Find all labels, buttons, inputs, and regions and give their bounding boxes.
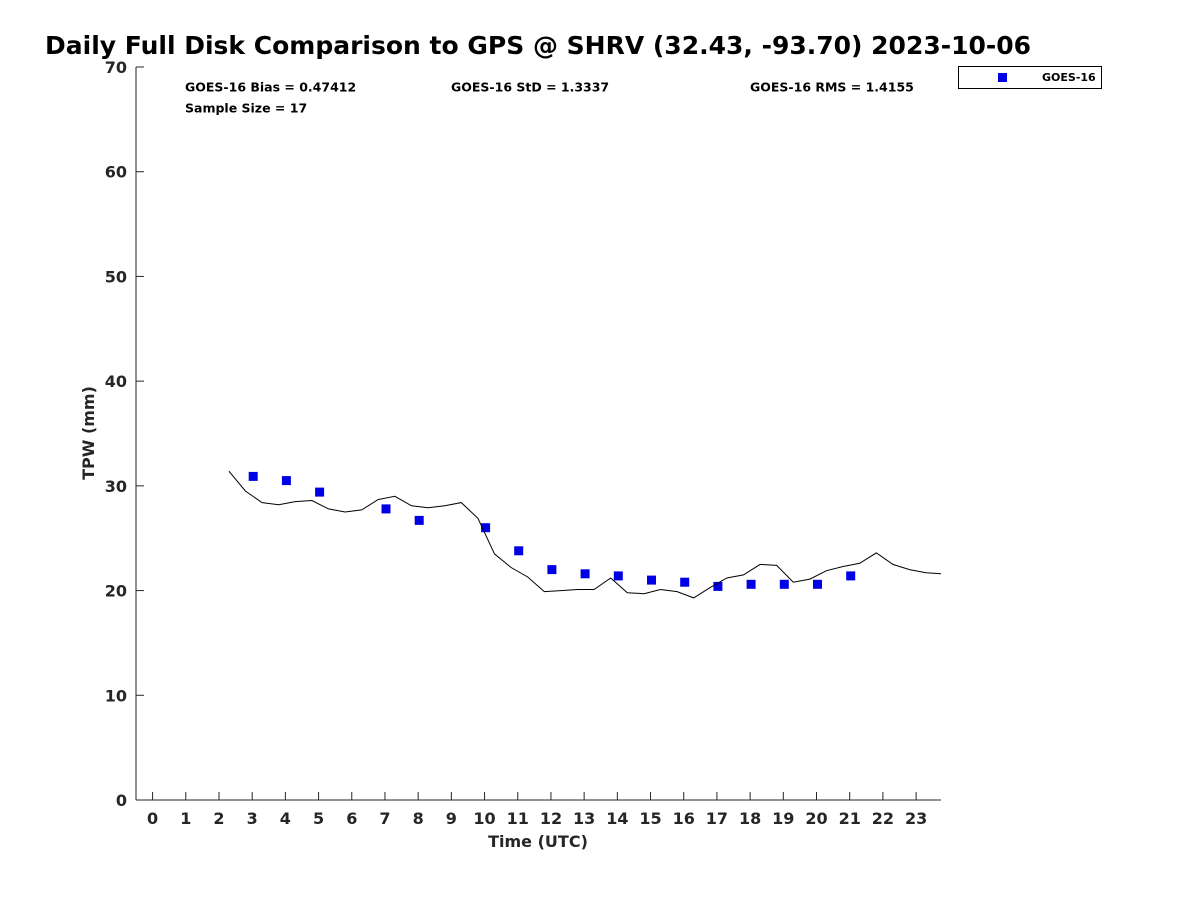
x-tick-label-13: 13	[573, 809, 595, 828]
x-axis-label: Time (UTC)	[488, 832, 588, 851]
y-axis-label: TPW (mm)	[79, 386, 98, 480]
x-tick-label-5: 5	[313, 809, 324, 828]
y-tick-label-40: 40	[105, 372, 127, 391]
legend-label-goes-16: GOES-16	[1042, 71, 1096, 84]
goes16-point-5	[481, 523, 491, 533]
chart-title: Daily Full Disk Comparison to GPS @ SHRV…	[45, 31, 1031, 60]
goes16-point-8	[580, 569, 590, 579]
x-tick-label-18: 18	[739, 809, 761, 828]
x-tick-label-4: 4	[280, 809, 291, 828]
legend-box	[958, 66, 1102, 89]
legend-marker-goes-16	[998, 73, 1007, 82]
y-tick-label-50: 50	[105, 267, 127, 286]
goes16-point-15	[813, 579, 822, 589]
goes16-point-11	[680, 577, 690, 587]
x-tick-label-12: 12	[540, 809, 562, 828]
goes16-point-3	[381, 504, 391, 514]
y-tick-label-10: 10	[105, 686, 127, 705]
x-tick-label-1: 1	[180, 809, 191, 828]
x-tick-label-17: 17	[706, 809, 728, 828]
x-tick-label-16: 16	[673, 809, 695, 828]
x-tick-label-15: 15	[639, 809, 661, 828]
goes16-point-7	[547, 565, 557, 575]
goes16-point-12	[713, 581, 723, 591]
x-tick-label-11: 11	[507, 809, 529, 828]
x-tick-label-0: 0	[147, 809, 158, 828]
x-tick-label-10: 10	[473, 809, 495, 828]
goes16-point-13	[746, 579, 756, 589]
x-tick-label-22: 22	[872, 809, 894, 828]
y-tick-label-70: 70	[105, 58, 127, 77]
goes16-point-1	[281, 476, 291, 486]
y-tick-label-60: 60	[105, 163, 127, 182]
rms-stat: GOES-16 RMS = 1.4155	[750, 80, 914, 95]
goes16-point-9	[613, 571, 623, 581]
x-tick-label-6: 6	[346, 809, 357, 828]
goes16-point-0	[248, 471, 258, 481]
x-tick-label-20: 20	[805, 809, 827, 828]
goes16-point-6	[514, 546, 524, 556]
x-tick-label-14: 14	[606, 809, 628, 828]
goes16-point-4	[414, 515, 424, 525]
x-tick-label-8: 8	[413, 809, 424, 828]
sample-size-stat: Sample Size = 17	[185, 101, 307, 116]
goes16-point-16	[846, 571, 856, 581]
x-tick-label-7: 7	[379, 809, 390, 828]
y-tick-label-20: 20	[105, 582, 127, 601]
x-tick-label-19: 19	[772, 809, 794, 828]
goes16-point-10	[647, 575, 656, 585]
x-tick-label-3: 3	[247, 809, 258, 828]
goes16-point-14	[779, 579, 789, 589]
x-tick-label-21: 21	[839, 809, 861, 828]
bias-stat: GOES-16 Bias = 0.47412	[185, 80, 356, 95]
y-tick-label-30: 30	[105, 477, 127, 496]
legend: GOES-16	[958, 66, 1102, 89]
x-tick-label-23: 23	[905, 809, 927, 828]
x-tick-label-9: 9	[446, 809, 457, 828]
gps-line	[228, 470, 942, 599]
std-stat: GOES-16 StD = 1.3337	[451, 80, 609, 95]
x-tick-label-2: 2	[213, 809, 224, 828]
y-tick-label-0: 0	[116, 791, 127, 810]
goes16-point-2	[315, 487, 325, 497]
